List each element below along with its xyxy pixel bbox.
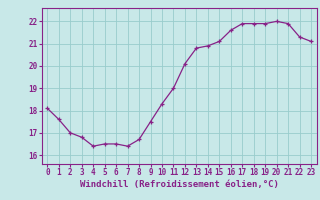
X-axis label: Windchill (Refroidissement éolien,°C): Windchill (Refroidissement éolien,°C): [80, 180, 279, 189]
